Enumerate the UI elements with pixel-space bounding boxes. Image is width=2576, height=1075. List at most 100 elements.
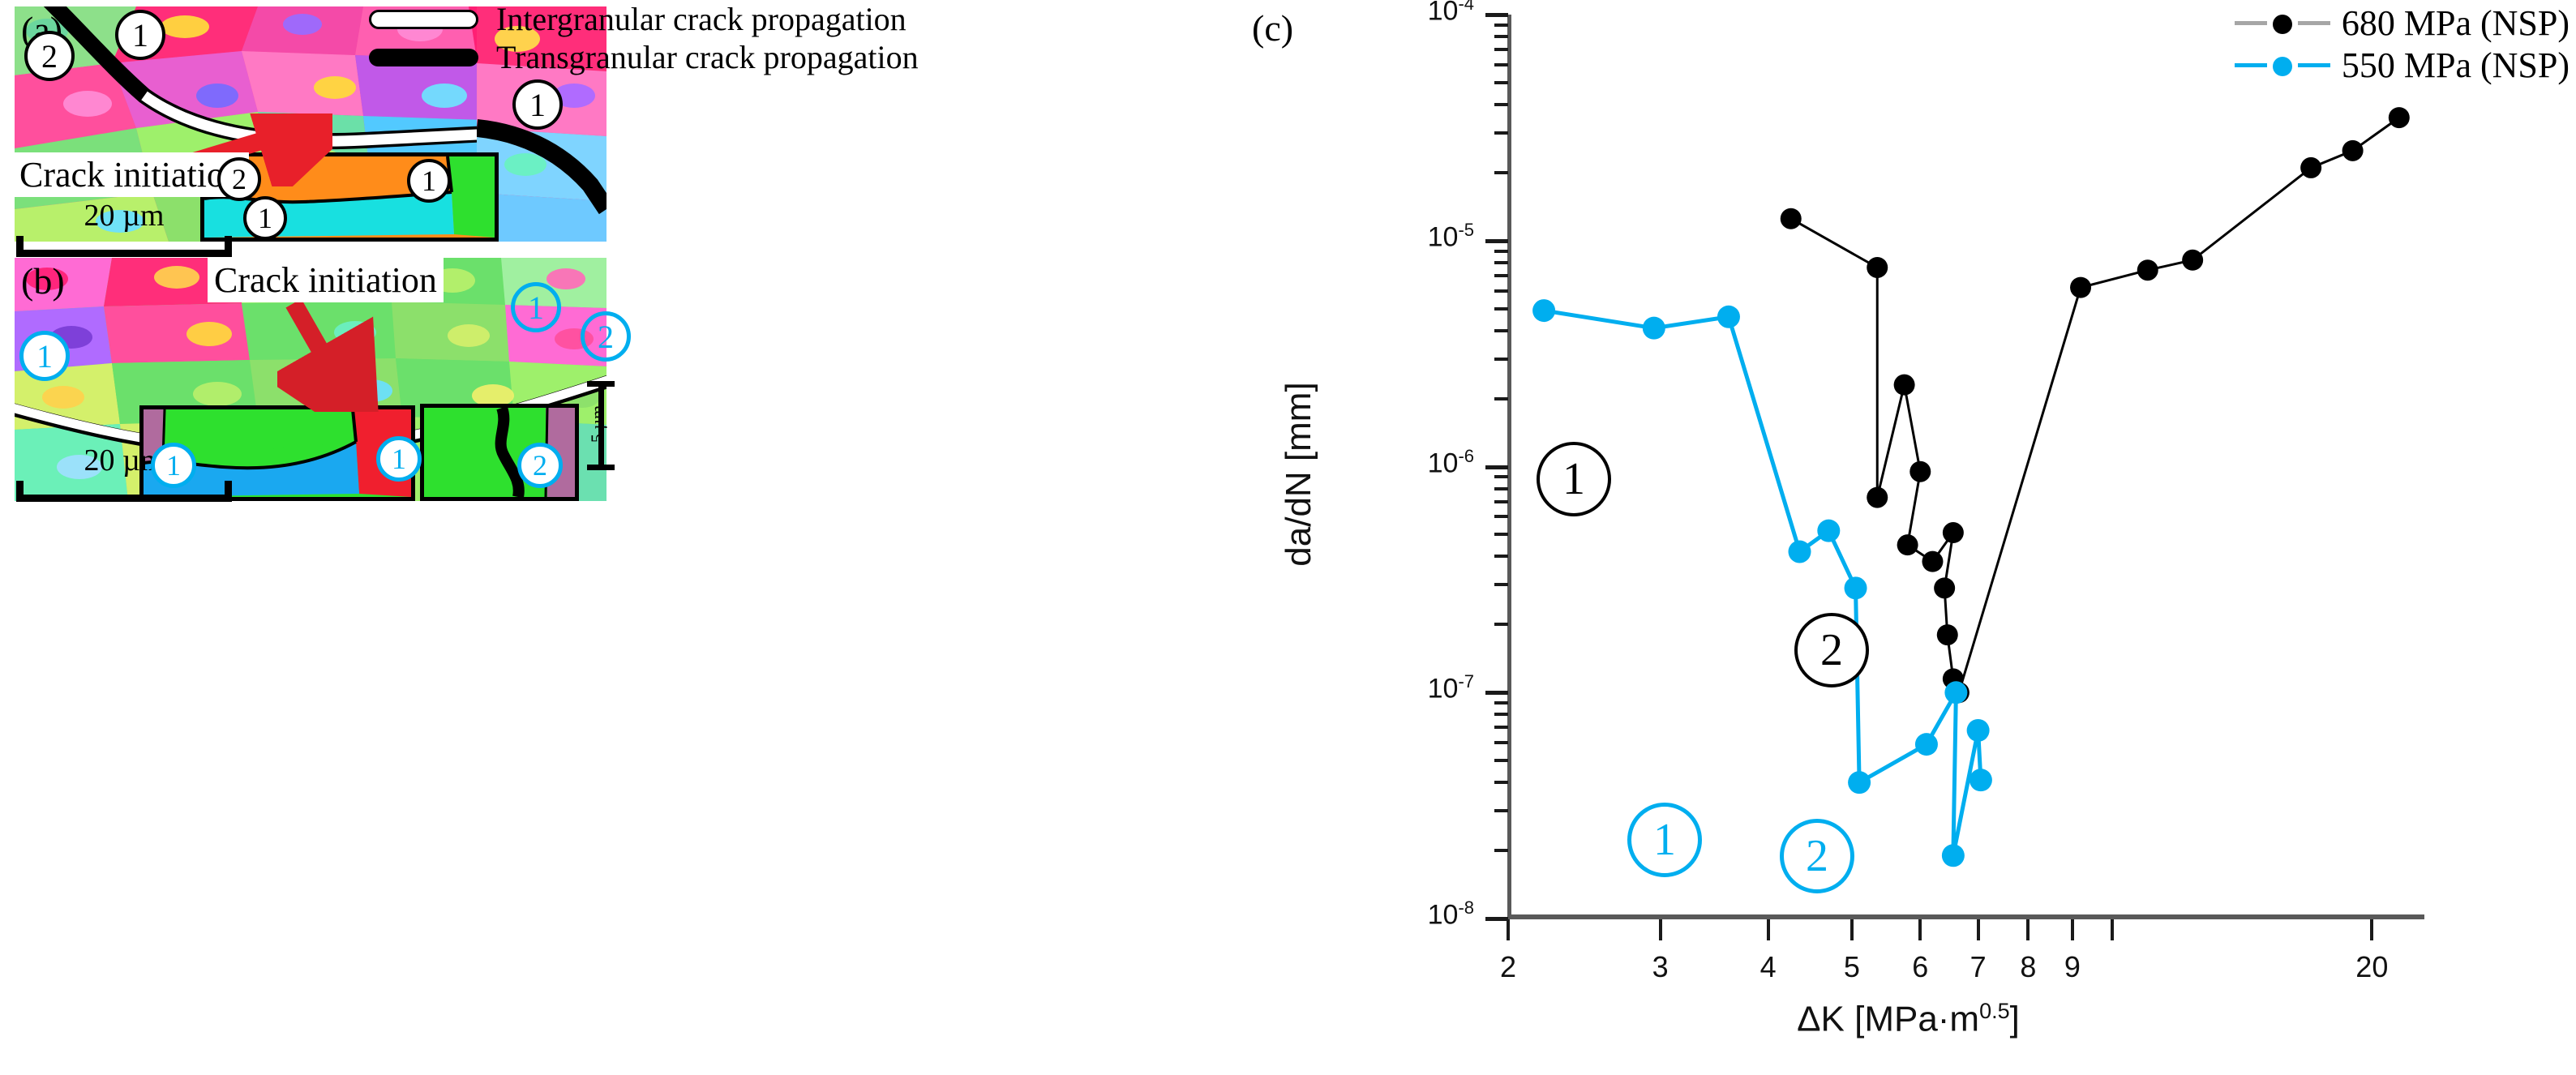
x-tick-major	[2070, 919, 2074, 940]
data-point	[1909, 460, 1931, 482]
panel-b-inset-marker-1-right: 1	[376, 436, 422, 482]
transgranular-key-icon	[369, 48, 478, 66]
x-tick-major	[2026, 919, 2030, 940]
panel-b-scalebar-vertical-label: 5 µm	[587, 405, 607, 443]
y-tick-minor	[1494, 809, 1508, 812]
chart-callout-2-cyan: 2	[1780, 819, 1854, 893]
y-tick-minor	[1494, 555, 1508, 559]
y-tick-minor	[1494, 475, 1508, 479]
legend-label-transgranular: Transgranular crack propagation	[496, 38, 919, 75]
legend-label-550: 550 MPa (NSP)	[2341, 45, 2570, 85]
panel-a-inset-map	[200, 152, 499, 242]
y-tick-major	[1485, 238, 1508, 243]
panel-b-scalebar-vertical: 5 µm	[585, 381, 618, 470]
y-tick-label: 10-8	[1427, 897, 1474, 931]
x-tick-major	[2370, 919, 2374, 940]
y-tick-minor	[1494, 273, 1508, 277]
y-tick-minor	[1494, 623, 1508, 627]
chart-callout-1-black: 1	[1537, 442, 1611, 516]
y-axis-title: da/dN [mm]	[1279, 382, 1318, 567]
y-tick-minor	[1494, 781, 1508, 785]
data-point	[1867, 256, 1888, 278]
y-tick-label: 10-4	[1427, 0, 1474, 27]
x-tick-label: 3	[1652, 950, 1669, 983]
data-point	[2070, 276, 2092, 298]
y-tick-minor	[1494, 62, 1508, 66]
data-point	[1914, 733, 1938, 756]
y-tick-minor	[1494, 170, 1508, 174]
y-tick-minor	[1494, 102, 1508, 106]
x-axis-ticks: 2 3 4 5 6 7 8 9 20	[1500, 919, 2428, 1009]
y-tick-minor	[1494, 741, 1508, 745]
data-point	[1867, 486, 1888, 508]
x-tick-major	[1658, 919, 1662, 940]
legend-row-intergranular: Intergranular crack propagation	[369, 2, 919, 36]
crack-propagation-legend: Intergranular crack propagation Transgra…	[369, 2, 919, 78]
panel-b-label: (b)	[21, 260, 65, 302]
legend-key-550-icon	[2234, 54, 2330, 76]
y-tick-major	[1485, 13, 1508, 17]
plot-area	[1508, 15, 2424, 919]
chart-legend: 680 MPa (NSP) 550 MPa (NSP)	[2234, 2, 2570, 86]
legend-row-550: 550 MPa (NSP)	[2234, 44, 2570, 86]
y-tick-minor	[1494, 533, 1508, 537]
panel-b-inset-marker-1-left: 1	[151, 443, 196, 488]
data-point	[1944, 681, 1968, 705]
panel-a-crack-initiation-label: Crack initiation	[13, 152, 249, 197]
y-tick-major	[1485, 691, 1508, 696]
chart-callout-1-cyan: 1	[1627, 803, 1702, 877]
x-tick-label: 7	[1970, 950, 1987, 983]
ebsd-panels-block: Intergranular crack propagation Transgra…	[0, 0, 1241, 1075]
y-tick-minor	[1494, 515, 1508, 519]
legend-row-680: 680 MPa (NSP)	[2234, 2, 2570, 44]
data-point	[1922, 550, 1944, 572]
panel-a-inset-marker-1-bottom: 1	[243, 196, 287, 240]
plot-series-canvas	[1532, 107, 2410, 867]
y-tick-minor	[1494, 249, 1508, 253]
y-tick-minor	[1494, 289, 1508, 293]
panel-a-crack-branch	[477, 119, 606, 215]
y-tick-major	[1485, 465, 1508, 469]
panel-b-marker-1-right: 1	[511, 282, 561, 332]
data-point	[1532, 299, 1556, 323]
panel-a-marker-2-left: 2	[24, 31, 75, 81]
y-tick-minor	[1494, 48, 1508, 52]
series-line-0	[1790, 116, 2400, 696]
x-tick-major	[1918, 919, 1922, 940]
data-point	[1642, 316, 1665, 340]
data-point	[1942, 522, 1964, 544]
y-tick-minor	[1494, 306, 1508, 311]
intergranular-key-icon	[369, 9, 478, 29]
panel-b-scalebar-label: 20 µm	[84, 443, 165, 478]
x-tick-major	[1507, 919, 1510, 940]
legend-row-transgranular: Transgranular crack propagation	[369, 40, 919, 75]
panel-a-scalebar: 20 µm	[16, 198, 232, 257]
x-tick-major	[1849, 919, 1854, 940]
data-point	[1936, 624, 1958, 646]
panel-a-inset-marker-1-right: 1	[407, 159, 451, 203]
data-point	[1780, 208, 1802, 229]
y-tick-minor	[1494, 260, 1508, 264]
panel-a-marker-1-right: 1	[512, 79, 563, 130]
y-tick-major	[1485, 917, 1508, 921]
chart-callout-2-black: 2	[1794, 613, 1869, 687]
data-point	[1817, 519, 1841, 542]
legend-key-680-icon	[2234, 12, 2330, 34]
y-tick-label: 10-6	[1427, 445, 1474, 478]
panel-b-inset-marker-2: 2	[517, 443, 563, 488]
x-tick-label: 2	[1499, 950, 1517, 983]
data-point	[1941, 844, 1965, 867]
panel-b-scalebar: 20 µm	[16, 443, 232, 502]
x-tick-label: 8	[2020, 950, 2037, 983]
panel-a-inset-marker-2: 2	[217, 157, 261, 201]
x-tick-label: 6	[1912, 950, 1929, 983]
series-line-1	[1543, 308, 1983, 856]
y-tick-minor	[1494, 499, 1508, 503]
data-point	[1934, 577, 1956, 599]
y-tick-minor	[1494, 23, 1508, 27]
y-axis-ticks: 10-4 10-5 10-6 10-7 10-8	[1241, 0, 1508, 932]
x-axis-title: ΔK [MPa·m0.5]	[1797, 999, 2020, 1039]
data-point	[2342, 139, 2364, 161]
data-point	[1788, 540, 1811, 563]
x-axis-line	[1507, 914, 2424, 919]
